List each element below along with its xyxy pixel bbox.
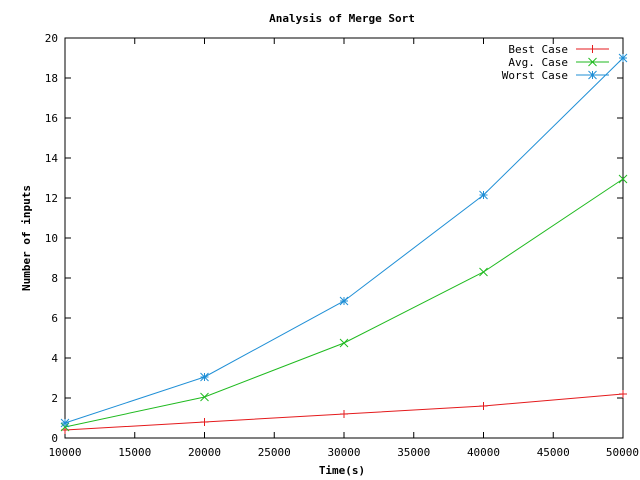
legend-label: Worst Case — [502, 69, 568, 82]
data-point — [479, 267, 488, 277]
x-tick-label: 40000 — [467, 446, 500, 459]
series-avg-case — [60, 174, 628, 432]
y-axis: 0 2 4 6 8 10 12 14 16 18 20 — [45, 32, 623, 445]
x-tick-label: 35000 — [397, 446, 430, 459]
y-tick-label: 0 — [51, 432, 58, 445]
x-tick-label: 25000 — [258, 446, 291, 459]
y-tick-label: 18 — [45, 72, 58, 85]
x-tick-label: 20000 — [188, 446, 221, 459]
y-tick-label: 2 — [51, 392, 58, 405]
data-point — [200, 418, 209, 426]
data-point — [479, 190, 488, 200]
y-tick-label: 10 — [45, 232, 58, 245]
x-tick-label: 10000 — [48, 446, 81, 459]
data-point — [200, 372, 209, 382]
chart-title: Analysis of Merge Sort — [269, 12, 415, 25]
x-axis: 10000 15000 20000 25000 30000 35000 40000 45000… — [48, 38, 639, 459]
data-point — [618, 53, 628, 63]
y-tick-label: 20 — [45, 32, 58, 45]
legend-label: Best Case — [508, 43, 568, 56]
data-point — [339, 296, 349, 306]
plot-frame — [64, 37, 624, 439]
x-axis-label: Time(s) — [319, 464, 365, 477]
data-point — [340, 410, 348, 418]
legend-marker — [588, 57, 597, 67]
data-point — [619, 390, 627, 398]
legend-marker — [588, 45, 597, 53]
x-tick-label: 45000 — [537, 446, 570, 459]
y-tick-label: 4 — [51, 352, 58, 365]
x-tick-label: 30000 — [327, 446, 360, 459]
y-tick-label: 6 — [51, 312, 58, 325]
x-tick-label: 50000 — [606, 446, 639, 459]
legend-marker — [588, 70, 597, 80]
y-tick-label: 8 — [51, 272, 58, 285]
legend-label: Avg. Case — [508, 56, 568, 69]
y-axis-label: Number of inputs — [20, 185, 33, 291]
data-point — [339, 338, 349, 348]
y-tick-label: 14 — [45, 152, 59, 165]
data-point — [618, 174, 628, 184]
series-worst-case — [60, 53, 628, 428]
series-layer — [60, 53, 628, 434]
data-point — [60, 418, 70, 428]
series-line — [64, 57, 624, 424]
x-tick-label: 15000 — [118, 446, 151, 459]
y-tick-label: 16 — [45, 112, 58, 125]
y-tick-label: 12 — [45, 192, 58, 205]
data-point — [479, 402, 488, 410]
data-point — [200, 392, 209, 402]
